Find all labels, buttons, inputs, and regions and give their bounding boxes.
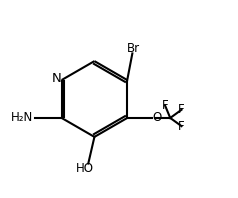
Text: H₂N: H₂N xyxy=(11,111,33,125)
Text: N: N xyxy=(52,71,62,85)
Text: Br: Br xyxy=(127,42,140,55)
Text: O: O xyxy=(152,111,162,125)
Text: F: F xyxy=(162,99,169,112)
Text: HO: HO xyxy=(76,162,94,175)
Text: F: F xyxy=(178,103,185,116)
Text: F: F xyxy=(178,120,185,133)
